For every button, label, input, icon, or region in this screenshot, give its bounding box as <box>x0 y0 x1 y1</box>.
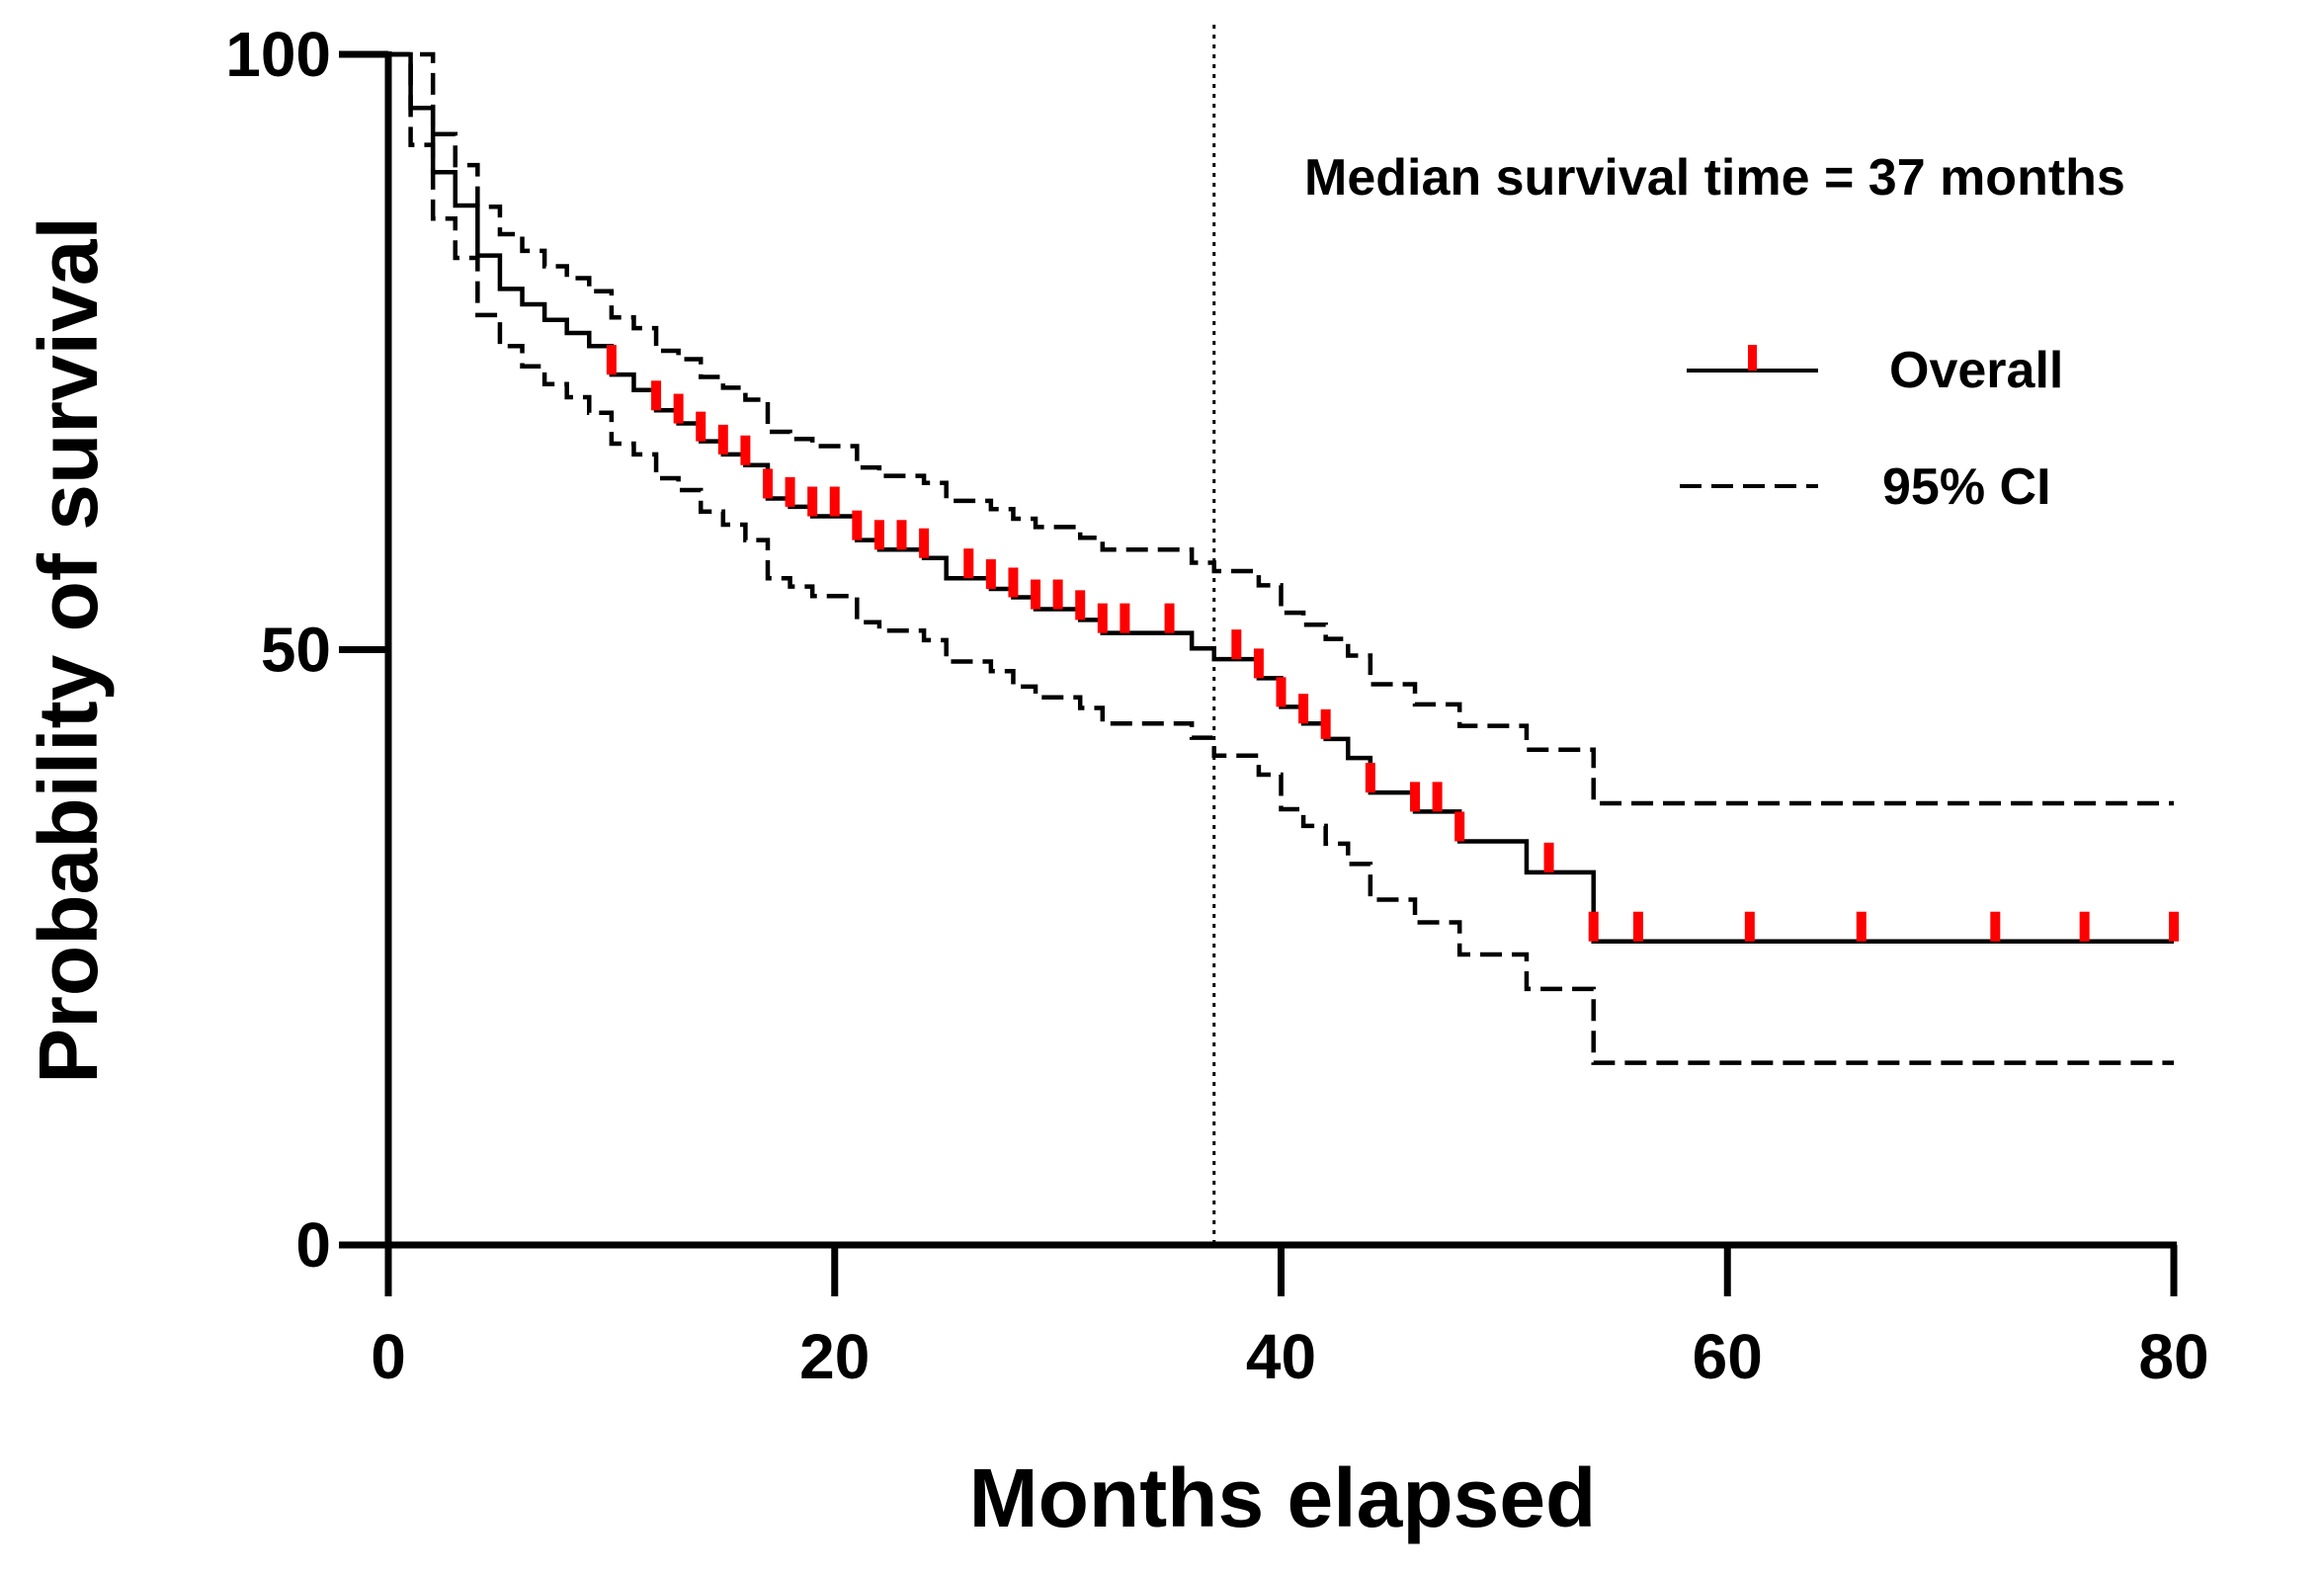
censor-mark <box>651 380 662 411</box>
censor-mark <box>1075 590 1086 621</box>
y-tick-label: 0 <box>295 1209 331 1281</box>
censor-mark <box>1097 603 1108 633</box>
x-tick-label: 20 <box>799 1321 870 1392</box>
y-axis-title: Probability of survival <box>22 216 115 1084</box>
censor-mark <box>1008 567 1019 598</box>
x-tick-label: 0 <box>371 1321 406 1392</box>
x-tick-label: 80 <box>2138 1321 2208 1392</box>
legend-overall-label: Overall <box>1889 342 2063 399</box>
censor-mark <box>740 435 751 465</box>
censor-mark <box>919 528 930 558</box>
censor-mark <box>673 393 684 424</box>
censor-mark <box>1120 603 1130 633</box>
censor-mark <box>1744 911 1755 942</box>
censor-mark <box>1320 708 1331 739</box>
censor-mark <box>1632 911 1643 942</box>
censor-mark <box>2079 911 2090 942</box>
censor-mark <box>1052 579 1063 610</box>
plot-area <box>388 25 2179 1245</box>
censor-mark <box>963 548 974 579</box>
censor-mark <box>1253 648 1264 679</box>
censor-mark <box>1231 629 1242 660</box>
x-tick-label: 60 <box>1693 1321 1763 1392</box>
censor-mark <box>1410 782 1421 812</box>
censor-mark <box>2169 911 2179 942</box>
censor-mark <box>717 424 728 455</box>
censor-mark <box>762 468 773 499</box>
censor-mark <box>785 476 795 507</box>
censor-mark <box>1365 763 1375 793</box>
y-tick-label: 50 <box>261 615 331 686</box>
censor-mark <box>873 520 884 550</box>
legend-censor-mark <box>1748 345 1757 371</box>
censor-mark <box>1298 694 1309 724</box>
censor-mark <box>1856 911 1867 942</box>
censor-mark <box>1276 677 1286 707</box>
censor-mark <box>896 520 907 550</box>
censor-mark <box>606 345 617 375</box>
censor-mark <box>1588 911 1599 942</box>
x-axis-title: Months elapsed <box>969 1451 1597 1544</box>
censor-mark <box>1432 782 1443 812</box>
y-tick-label: 100 <box>225 19 331 90</box>
censor-mark <box>1031 579 1041 610</box>
censor-mark <box>696 411 706 442</box>
median-annotation: Median survival time = 37 months <box>1304 149 2125 207</box>
x-tick-label: 40 <box>1246 1321 1316 1392</box>
legend-ci-label: 95% CI <box>1882 458 2051 516</box>
ci-upper-line <box>388 51 2174 806</box>
censor-mark <box>1543 842 1554 872</box>
ci-lower-line <box>388 51 2174 1065</box>
censor-mark <box>829 486 840 517</box>
censor-mark <box>1454 811 1465 842</box>
censor-mark <box>807 486 818 517</box>
censor-mark <box>1990 911 2001 942</box>
censor-mark <box>852 510 863 540</box>
legend: Overall 95% CI <box>1680 342 2063 516</box>
censor-mark <box>985 559 996 590</box>
axis-ticks: 0 50 100 0 20 40 60 80 <box>225 19 2208 1392</box>
censor-mark <box>1164 603 1175 633</box>
